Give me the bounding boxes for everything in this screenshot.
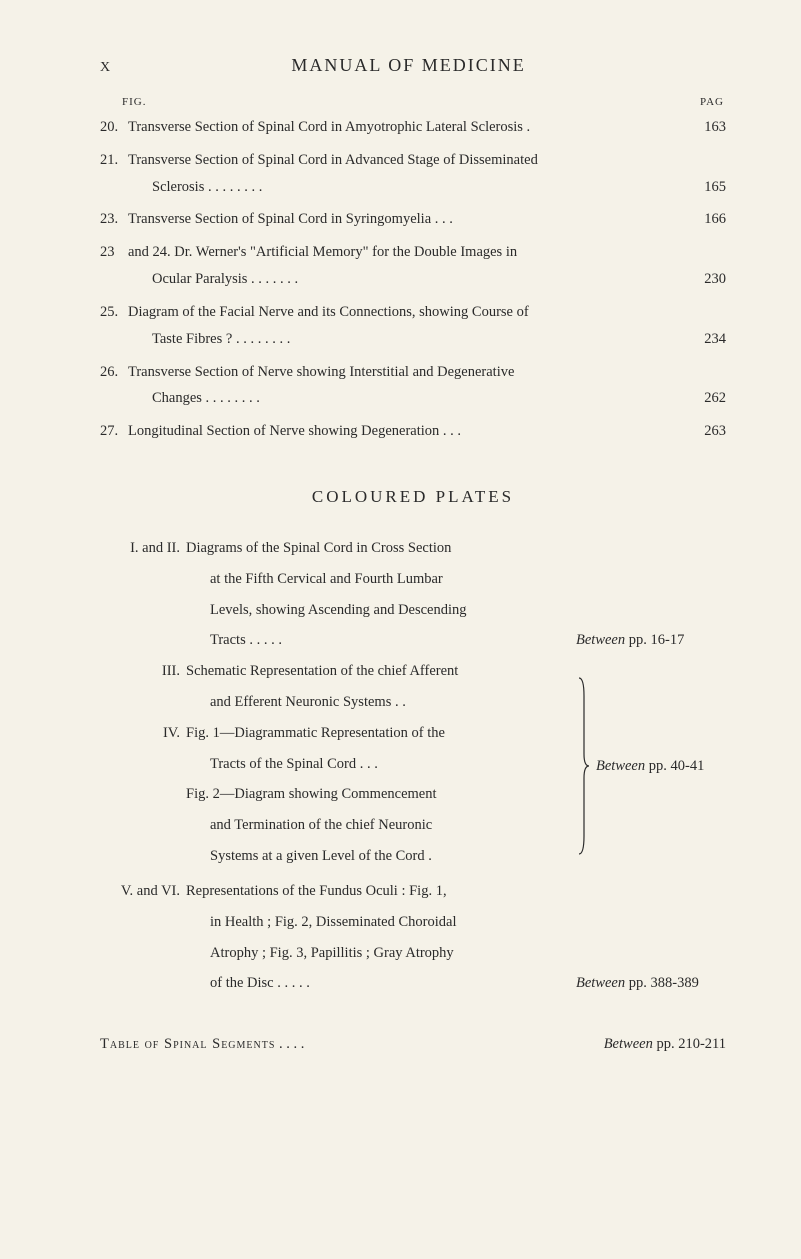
plate-entry-continuation: and Efferent Neuronic Systems . . <box>100 689 576 716</box>
plate-entry-continuation: Tracts of the Spinal Cord . . . <box>100 751 576 778</box>
plate-bracket-group: III. Schematic Representation of the chi… <box>100 658 726 874</box>
entry-description: Transverse Section of Nerve showing Inte… <box>128 359 681 386</box>
page-marker: X <box>100 60 111 76</box>
toc-entry-continuation: Ocular Paralysis . . . . . . . 230 <box>100 266 726 293</box>
toc-entry: 20. Transverse Section of Spinal Cord in… <box>100 114 726 141</box>
toc-entry: 27. Longitudinal Section of Nerve showin… <box>100 418 726 445</box>
plate-entry-continuation: at the Fifth Cervical and Fourth Lumbar <box>100 566 726 593</box>
page-header: X MANUAL OF MEDICINE <box>100 55 726 76</box>
toc-entry-continuation: Taste Fibres ? . . . . . . . . 234 <box>100 326 726 353</box>
plate-entry-continuation: Atrophy ; Fig. 3, Papillitis ; Gray Atro… <box>100 940 726 967</box>
plate-entry: V. and VI. Representations of the Fundus… <box>100 878 726 905</box>
entry-page: 234 <box>681 326 726 353</box>
plate-number: III. <box>100 658 186 685</box>
entry-number: 23. <box>100 206 128 233</box>
plate-description: Tracts of the Spinal Cord . . . <box>210 751 576 778</box>
entry-description: Transverse Section of Spinal Cord in Syr… <box>128 206 681 233</box>
entry-page: 262 <box>681 385 726 412</box>
entry-page: 263 <box>681 418 726 445</box>
entry-page: 230 <box>681 266 726 293</box>
plate-description: Tracts . . . . . <box>210 627 576 654</box>
plate-description: Schematic Representation of the chief Af… <box>186 658 576 685</box>
entry-number: 26. <box>100 359 128 386</box>
fig-column-label: FIG. <box>100 96 146 108</box>
plate-entry-continuation: Systems at a given Level of the Cord . <box>100 843 576 870</box>
entry-description: Longitudinal Section of Nerve showing De… <box>128 418 681 445</box>
entry-number: 21. <box>100 147 128 174</box>
table-segments-label: Table of Spinal Segments . . . . <box>100 1031 304 1058</box>
plate-entry: III. Schematic Representation of the chi… <box>100 658 576 685</box>
plate-entry-continuation: Fig. 2—Diagram showing Commencement <box>100 781 576 808</box>
plate-number: V. and VI. <box>100 878 186 905</box>
entry-description: Sclerosis . . . . . . . . <box>152 174 681 201</box>
toc-entry-continuation: Sclerosis . . . . . . . . 165 <box>100 174 726 201</box>
toc-entry: 21. Transverse Section of Spinal Cord in… <box>100 147 726 174</box>
plate-entry: IV. Fig. 1—Diagrammatic Representation o… <box>100 720 576 747</box>
entry-number: 23 <box>100 239 128 266</box>
toc-entry: 26. Transverse Section of Nerve showing … <box>100 359 726 386</box>
entry-description: and 24. Dr. Werner's "Artificial Memory"… <box>128 239 681 266</box>
plate-description: Fig. 2—Diagram showing Commencement <box>186 781 576 808</box>
toc-entry: 23. Transverse Section of Spinal Cord in… <box>100 206 726 233</box>
plate-description: and Termination of the chief Neuronic <box>210 812 576 839</box>
plate-entry-continuation: of the Disc . . . . . Between pp. 388-38… <box>100 970 726 997</box>
plate-number: IV. <box>100 720 186 747</box>
entry-page: 165 <box>681 174 726 201</box>
entry-description: Changes . . . . . . . . <box>152 385 681 412</box>
entry-description: Diagram of the Facial Nerve and its Conn… <box>128 299 681 326</box>
plate-entry-continuation: Tracts . . . . . Between pp. 16-17 <box>100 627 726 654</box>
entry-number: 25. <box>100 299 128 326</box>
entry-description: Taste Fibres ? . . . . . . . . <box>152 326 681 353</box>
plate-description: Representations of the Fundus Oculi : Fi… <box>186 878 726 905</box>
plate-description: at the Fifth Cervical and Fourth Lumbar <box>210 566 726 593</box>
plate-entry-continuation: Levels, showing Ascending and Descending <box>100 597 726 624</box>
table-segments-page: Between pp. 210-211 <box>604 1031 726 1058</box>
plate-description: Fig. 1—Diagrammatic Representation of th… <box>186 720 576 747</box>
column-headers: FIG. PAG <box>100 96 726 108</box>
plate-description: Levels, showing Ascending and Descending <box>210 597 726 624</box>
plate-description: Atrophy ; Fig. 3, Papillitis ; Gray Atro… <box>210 940 726 967</box>
plate-description: Diagrams of the Spinal Cord in Cross Sec… <box>186 535 726 562</box>
plate-description: and Efferent Neuronic Systems . . <box>210 689 576 716</box>
plate-page: Between pp. 388-389 <box>576 970 726 997</box>
plate-description: in Health ; Fig. 2, Disseminated Choroid… <box>210 909 726 936</box>
entry-number: 27. <box>100 418 128 445</box>
plate-entry-continuation: and Termination of the chief Neuronic <box>100 812 576 839</box>
toc-entry-continuation: Changes . . . . . . . . 262 <box>100 385 726 412</box>
entry-description: Transverse Section of Spinal Cord in Amy… <box>128 114 681 141</box>
plate-entry-continuation: in Health ; Fig. 2, Disseminated Choroid… <box>100 909 726 936</box>
toc-entry: 23 and 24. Dr. Werner's "Artificial Memo… <box>100 239 726 266</box>
curly-bracket-icon <box>576 676 590 856</box>
entry-description: Transverse Section of Spinal Cord in Adv… <box>128 147 681 174</box>
plate-page: Between pp. 40-41 <box>596 758 704 775</box>
entry-number: 20. <box>100 114 128 141</box>
entry-description: Ocular Paralysis . . . . . . . <box>152 266 681 293</box>
entry-page: 166 <box>681 206 726 233</box>
pag-column-label: PAG <box>700 96 726 108</box>
plate-number: I. and II. <box>100 535 186 562</box>
entry-page: 163 <box>681 114 726 141</box>
plate-description: of the Disc . . . . . <box>210 970 576 997</box>
plate-page: Between pp. 16-17 <box>576 627 726 654</box>
plate-description: Systems at a given Level of the Cord . <box>210 843 576 870</box>
plate-entry: I. and II. Diagrams of the Spinal Cord i… <box>100 535 726 562</box>
table-segments-entry: Table of Spinal Segments . . . . Between… <box>100 1031 726 1058</box>
section-title: COLOURED PLATES <box>100 487 726 507</box>
toc-entry: 25. Diagram of the Facial Nerve and its … <box>100 299 726 326</box>
page-title: MANUAL OF MEDICINE <box>111 55 706 76</box>
